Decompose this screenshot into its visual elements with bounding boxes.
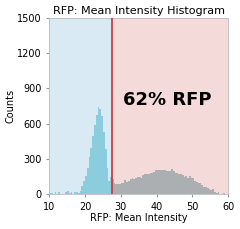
- Bar: [76, 192, 78, 194]
- Bar: [90, 148, 92, 194]
- Bar: [189, 176, 191, 194]
- Bar: [132, 178, 133, 194]
- Bar: [54, 191, 56, 194]
- Title: RFP: Mean Intensity Histogram: RFP: Mean Intensity Histogram: [53, 5, 225, 16]
- Bar: [105, 149, 107, 194]
- Bar: [103, 132, 105, 194]
- Bar: [51, 193, 53, 194]
- Bar: [119, 184, 121, 194]
- Bar: [117, 184, 119, 194]
- Bar: [148, 174, 150, 194]
- Bar: [112, 179, 114, 194]
- Bar: [153, 172, 155, 194]
- Bar: [83, 181, 85, 194]
- Bar: [214, 192, 216, 194]
- Bar: [191, 178, 192, 194]
- Bar: [184, 177, 185, 194]
- Bar: [58, 192, 60, 194]
- Bar: [192, 178, 194, 194]
- Bar: [74, 192, 76, 194]
- Bar: [201, 185, 203, 194]
- Bar: [144, 174, 146, 194]
- Bar: [126, 182, 128, 194]
- Bar: [92, 136, 94, 194]
- Bar: [114, 183, 115, 194]
- Bar: [130, 179, 132, 194]
- Bar: [173, 171, 174, 194]
- Bar: [166, 171, 168, 194]
- Bar: [209, 189, 210, 194]
- Bar: [124, 180, 126, 194]
- Bar: [151, 173, 153, 194]
- Bar: [108, 181, 110, 194]
- Bar: [115, 184, 117, 194]
- Bar: [94, 125, 96, 194]
- Bar: [180, 174, 182, 194]
- Bar: [187, 177, 189, 194]
- Bar: [112, 18, 228, 194]
- Bar: [65, 192, 67, 194]
- X-axis label: RFP: Mean Intensity: RFP: Mean Intensity: [90, 213, 187, 224]
- Bar: [150, 173, 151, 194]
- Bar: [141, 178, 142, 194]
- Bar: [178, 174, 180, 194]
- Bar: [69, 193, 71, 194]
- Bar: [168, 171, 169, 194]
- Bar: [160, 170, 162, 194]
- Bar: [85, 176, 87, 194]
- Bar: [200, 183, 201, 194]
- Bar: [121, 183, 123, 194]
- Bar: [71, 192, 72, 194]
- Bar: [194, 181, 196, 194]
- Bar: [98, 107, 99, 194]
- Bar: [67, 191, 69, 194]
- Bar: [87, 168, 89, 194]
- Bar: [133, 179, 135, 194]
- Bar: [123, 183, 124, 194]
- Bar: [185, 176, 187, 194]
- Bar: [137, 177, 139, 194]
- Bar: [218, 192, 219, 194]
- Bar: [135, 178, 137, 194]
- Bar: [207, 188, 209, 194]
- Bar: [162, 170, 164, 194]
- Bar: [169, 171, 171, 194]
- Bar: [164, 170, 166, 194]
- Bar: [210, 190, 212, 194]
- Bar: [176, 173, 178, 194]
- Bar: [49, 18, 112, 194]
- Bar: [96, 114, 98, 194]
- Bar: [203, 187, 205, 194]
- Bar: [101, 116, 103, 194]
- Bar: [49, 193, 51, 194]
- Bar: [196, 182, 198, 194]
- Bar: [216, 193, 218, 194]
- Bar: [171, 169, 173, 194]
- Bar: [205, 187, 207, 194]
- Bar: [142, 175, 144, 194]
- Bar: [80, 191, 81, 194]
- Text: 62% RFP: 62% RFP: [123, 91, 212, 109]
- Bar: [110, 177, 112, 194]
- Bar: [158, 170, 160, 194]
- Bar: [81, 186, 83, 194]
- Bar: [128, 181, 130, 194]
- Y-axis label: Counts: Counts: [6, 89, 16, 123]
- Bar: [174, 173, 176, 194]
- Bar: [89, 157, 90, 194]
- Bar: [157, 169, 158, 194]
- Bar: [146, 174, 148, 194]
- Bar: [99, 109, 101, 194]
- Bar: [107, 168, 108, 194]
- Bar: [182, 174, 184, 194]
- Bar: [139, 177, 141, 194]
- Bar: [212, 189, 214, 194]
- Bar: [155, 170, 157, 194]
- Bar: [198, 183, 200, 194]
